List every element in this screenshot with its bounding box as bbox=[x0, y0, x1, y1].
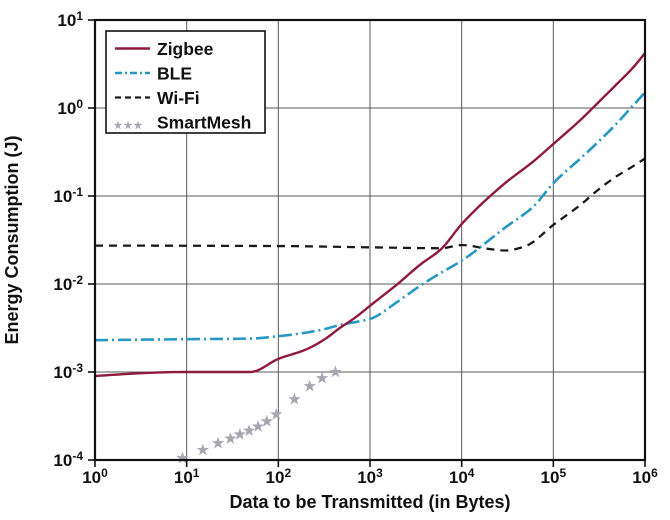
svg-text:Energy Consumption (J): Energy Consumption (J) bbox=[2, 135, 22, 344]
svg-text:Data to be Transmitted (in Byt: Data to be Transmitted (in Bytes) bbox=[229, 492, 510, 512]
svg-text:10-1: 10-1 bbox=[53, 185, 83, 206]
svg-text:100: 100 bbox=[82, 466, 108, 487]
svg-text:103: 103 bbox=[357, 466, 383, 487]
svg-text:100: 100 bbox=[57, 97, 83, 118]
svg-text:104: 104 bbox=[449, 466, 475, 487]
svg-text:105: 105 bbox=[541, 466, 567, 487]
svg-text:Wi-Fi: Wi-Fi bbox=[157, 88, 200, 108]
svg-text:101: 101 bbox=[57, 9, 83, 30]
svg-text:BLE: BLE bbox=[157, 64, 192, 84]
svg-text:Zigbee: Zigbee bbox=[157, 39, 214, 59]
svg-text:10-4: 10-4 bbox=[53, 449, 83, 470]
svg-text:10-2: 10-2 bbox=[53, 273, 83, 294]
svg-text:SmartMesh: SmartMesh bbox=[157, 113, 251, 133]
svg-text:102: 102 bbox=[266, 466, 292, 487]
svg-text:106: 106 bbox=[632, 466, 658, 487]
svg-text:10-3: 10-3 bbox=[53, 361, 83, 382]
svg-text:101: 101 bbox=[174, 466, 200, 487]
